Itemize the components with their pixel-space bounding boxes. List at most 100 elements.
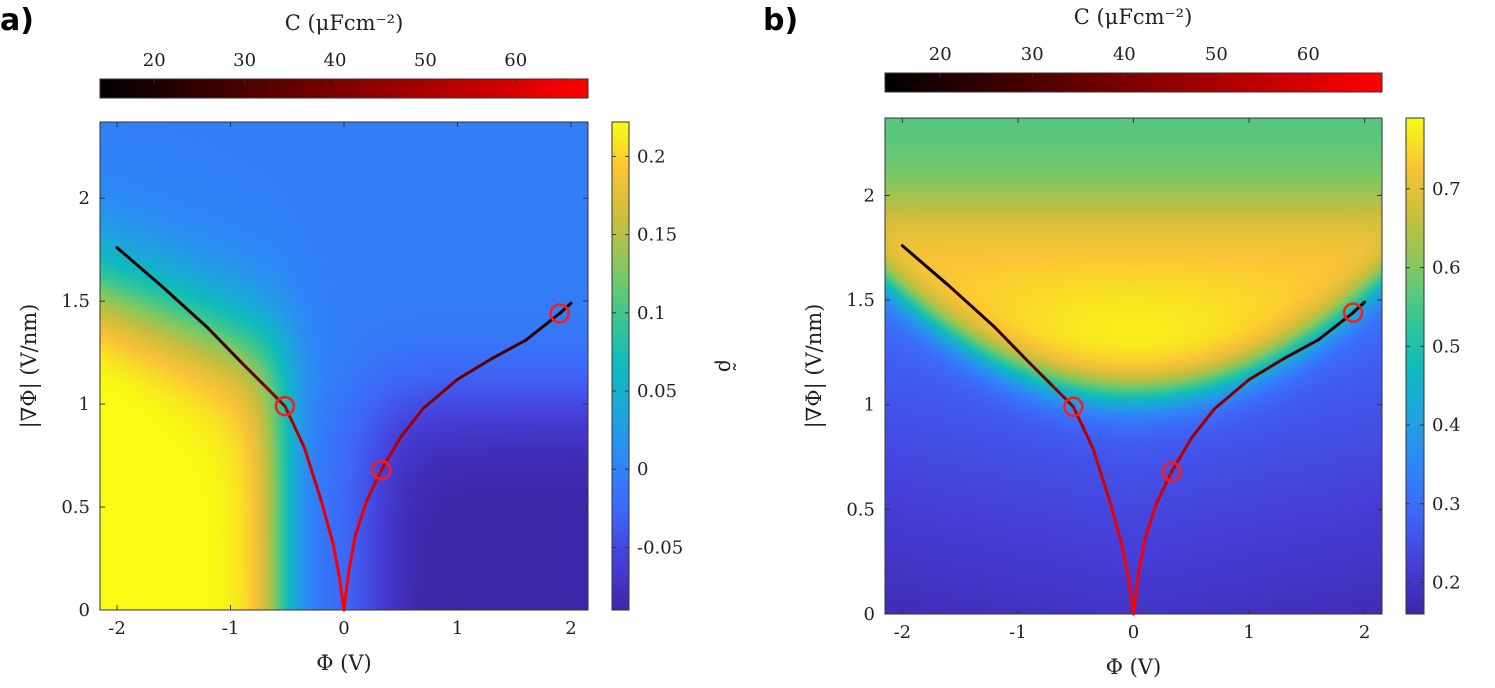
y-tick-label: 1.5: [846, 290, 875, 311]
curve-segment: [455, 357, 494, 381]
capacitance-colorbar-label: C (μFcm⁻²): [1074, 5, 1193, 29]
colorbar-tick-label: 0.1: [637, 303, 666, 324]
x-tick-label: 1: [1243, 622, 1254, 643]
capacitance-tick-label: 40: [1113, 44, 1136, 65]
heatmap: [885, 118, 1382, 614]
capacitance-tick-label: 50: [414, 50, 437, 71]
capacitance-colorbar-label: C (μFcm⁻²): [285, 11, 404, 35]
curve-segment: [347, 534, 357, 575]
marker-circle: [549, 303, 570, 324]
curve-segment: [353, 499, 369, 538]
curve-segment: [524, 311, 562, 342]
curve-segment: [319, 499, 335, 544]
curve-segment: [490, 338, 528, 361]
curve-segment: [1071, 405, 1095, 451]
colorbar-label: ρ̃: [714, 360, 738, 372]
colorbar-tick-label: 0.6: [1432, 258, 1461, 279]
capacitance-tick-label: 60: [1297, 44, 1320, 65]
curve-segment: [1120, 543, 1131, 583]
y-tick-label: 0: [864, 604, 875, 625]
curve-segment: [263, 384, 287, 408]
curve-segment: [331, 540, 341, 579]
curve-segment: [1108, 501, 1124, 547]
capacitance-tick-label: 30: [233, 50, 256, 71]
curve-segment: [115, 246, 164, 289]
colorbar-tick-label: 0.15: [637, 225, 677, 246]
curve-segment: [1212, 378, 1251, 411]
curve-segment: [421, 377, 459, 410]
x-tick-label: -2: [894, 622, 912, 643]
curve-segment: [240, 361, 267, 388]
x-tick-label: 2: [565, 618, 576, 639]
curve-segment: [206, 326, 244, 365]
x-tick-label: 1: [452, 618, 463, 639]
colorbar-tick-label: 0.2: [1432, 573, 1461, 594]
capacitance-tick-label: 60: [504, 50, 527, 71]
colorbar-tick-label: 0.5: [1432, 336, 1461, 357]
curve-segment: [399, 406, 425, 439]
curve-segment: [160, 285, 210, 330]
y-tick-label: 0: [79, 600, 90, 621]
x-tick-label: -1: [1009, 622, 1027, 643]
y-tick-label: 0.5: [61, 497, 90, 518]
curve-segment: [1316, 311, 1355, 342]
capacitance-tick-label: 20: [143, 50, 166, 71]
x-tick-label: -2: [108, 618, 126, 639]
y-tick-label: 1: [864, 395, 875, 416]
marker-circle: [1161, 461, 1182, 482]
curve-segment: [1189, 407, 1216, 440]
curve-segment: [342, 571, 351, 612]
colorbar-tick-label: 0.3: [1432, 494, 1461, 515]
x-tick-label: 0: [1128, 622, 1139, 643]
curve-segment: [900, 244, 951, 287]
y-tick-label: 2: [864, 185, 875, 206]
y-tick-label: 1.5: [61, 291, 90, 312]
curve-segment: [1132, 574, 1140, 616]
curve-segment: [993, 325, 1031, 365]
x-tick-label: 0: [338, 618, 349, 639]
panel-label: b): [763, 3, 798, 38]
curve-segment: [379, 435, 403, 472]
x-tick-label: 2: [1359, 622, 1370, 643]
capacitance-tick-label: 50: [1205, 44, 1228, 65]
panel-a: a)-2 -1 0 1 200.511.52Φ (V)|∇Φ| (V/nm)-0.050…: [0, 3, 738, 675]
curve-segment: [283, 404, 306, 449]
colorbar: [611, 121, 630, 611]
curve-segment: [1051, 384, 1075, 409]
curve-segment: [365, 468, 383, 503]
curve-segment: [1091, 447, 1112, 505]
curve-segment: [558, 301, 573, 315]
capacitance-tick-label: 20: [929, 44, 952, 65]
capacitance-tick-label: 40: [324, 50, 347, 71]
curve-segment: [1027, 361, 1055, 388]
curve-segment: [947, 283, 997, 329]
colorbar: [1405, 117, 1425, 615]
y-tick-label: 2: [79, 188, 90, 209]
curve-segment: [302, 445, 323, 503]
capacitance-tick-label: 30: [1021, 44, 1044, 65]
x-axis-label: Φ (V): [1106, 655, 1161, 679]
marker-circle: [371, 459, 392, 481]
colorbar-tick-label: 0.05: [637, 381, 677, 402]
y-axis-label: |∇Φ| (V/nm): [17, 304, 42, 429]
y-tick-label: 1: [79, 394, 90, 415]
curve-segment: [1155, 470, 1174, 505]
curve-segment: [1170, 436, 1193, 474]
panel-label: a): [0, 3, 34, 38]
y-tick-label: 0.5: [846, 499, 875, 520]
colorbar-tick-label: 0.7: [1432, 179, 1461, 200]
colorbar-tick-label: 0.2: [637, 146, 666, 167]
colorbar-tick-label: 0: [637, 459, 648, 480]
capacitance-colorbar: [884, 72, 1383, 93]
x-tick-label: -1: [222, 618, 240, 639]
capacitance-colorbar: [99, 78, 589, 99]
x-axis-label: Φ (V): [316, 651, 371, 675]
colorbar-tick-label: 0.4: [1432, 415, 1461, 436]
curve-segment: [1247, 357, 1286, 382]
curve-segment: [1282, 338, 1320, 361]
curve-segment: [1136, 537, 1147, 578]
colorbar-tick-label: -0.05: [637, 537, 683, 558]
panel-b: b)-2 -1 0 1 200.511.52Φ (V)|∇Φ| (V/nm)0.20.3…: [763, 3, 1461, 679]
marker-circle: [1342, 302, 1364, 323]
